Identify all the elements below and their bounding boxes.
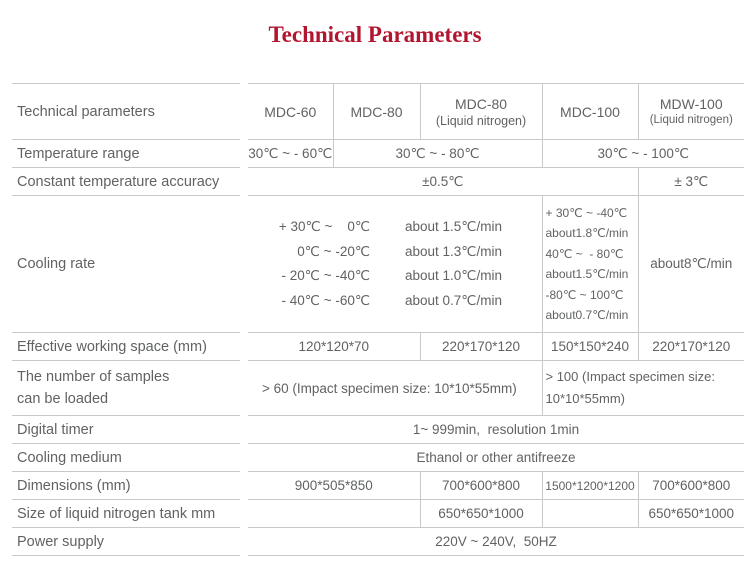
header-label-cell: Technical parameters [12, 83, 240, 140]
tank-size-c1 [248, 499, 420, 528]
dimensions-c3: 1500*1200*1200 [541, 471, 638, 500]
row-label: Effective working space (mm) [12, 332, 240, 361]
row-cooling-rate: Cooling rate + 30℃ ~ 0℃ about 1.5℃/min 0… [12, 195, 744, 333]
row-label-line: The number of samples [17, 369, 170, 385]
col-header-mdw100: MDW-100 (Liquid nitrogen) [637, 83, 744, 140]
col-header-name: MDC-80 [350, 103, 403, 120]
row-label: Temperature range [12, 139, 240, 168]
cooling-rate-line: 0℃ ~ -20℃ about 1.3℃/min [248, 240, 542, 265]
row-label: Digital timer [12, 415, 240, 444]
cooling-range: 0℃ ~ -20℃ [297, 243, 370, 259]
dimensions-c2: 700*600*800 [419, 471, 542, 500]
column-gap [240, 500, 248, 528]
temp-range-mdc80: 30℃ ~ - 80℃ [332, 139, 542, 168]
row-samples: The number of samples can be loaded > 60… [12, 360, 744, 416]
cooling-rate-value: about 0.7℃/min [405, 292, 502, 308]
row-label: The number of samples can be loaded [12, 360, 240, 416]
column-gap [240, 444, 248, 472]
cooling-rate-mdc100-line: about0.7℃/min [545, 308, 629, 322]
cooling-rate-mdc100: + 30℃ ~ -40℃ about1.8℃/min 40℃ ~ - 80℃ a… [541, 195, 638, 333]
cooling-rate-line: - 40℃ ~ -60℃ about 0.7℃/min [248, 289, 542, 314]
col-header-mdc80-ln: MDC-80 (Liquid nitrogen) [419, 83, 542, 140]
column-gap [240, 361, 248, 416]
column-gap [240, 472, 248, 500]
col-header-name: MDC-60 [264, 103, 317, 120]
cooling-rate-mdw100: about8℃/min [637, 195, 744, 333]
row-temperature-range: Temperature range 30℃ ~ - 60℃ 30℃ ~ - 80… [12, 139, 744, 168]
temp-range-mdc60: 30℃ ~ - 60℃ [248, 139, 333, 168]
tank-size-c4: 650*650*1000 [637, 499, 744, 528]
cooling-rate-mdc100-line: + 30℃ ~ -40℃ [545, 205, 628, 220]
cooling-rate-line: + 30℃ ~ 0℃ about 1.5℃/min [248, 215, 542, 240]
accuracy-main: ±0.5℃ [248, 167, 638, 196]
column-gap [240, 140, 248, 168]
power-supply-value: 220V ~ 240V, 50HZ [248, 527, 744, 556]
digital-timer-value: 1~ 999min, resolution 1min [248, 415, 744, 444]
cooling-rate-mdc100-line: about1.5℃/min [545, 267, 629, 281]
row-power-supply: Power supply 220V ~ 240V, 50HZ [12, 527, 744, 556]
column-gap [240, 333, 248, 361]
temp-range-mdc100: 30℃ ~ - 100℃ [541, 139, 744, 168]
cooling-range: - 40℃ ~ -60℃ [281, 292, 370, 308]
row-label-line: can be loaded [17, 391, 109, 407]
col-header-subtitle: (Liquid nitrogen) [435, 113, 527, 128]
cooling-rate-mdc100-line: -80℃ ~ 100℃ [545, 287, 624, 302]
column-gap [240, 196, 248, 333]
col-header-name: MDC-80 [454, 95, 508, 112]
working-space-c4: 220*170*120 [637, 332, 744, 361]
working-space-c3: 150*150*240 [541, 332, 638, 361]
cooling-rate-value: about 1.0℃/min [405, 268, 502, 283]
cooling-medium-value: Ethanol or other antifreeze [248, 443, 744, 472]
dimensions-c1: 900*505*850 [248, 471, 420, 500]
column-gap [240, 84, 248, 140]
technical-parameters-table: Technical parameters MDC-60 MDC-80 MDC-8… [12, 83, 744, 556]
column-gap [240, 168, 248, 196]
cooling-rate-mdc100-line: 40℃ ~ - 80℃ [545, 246, 624, 261]
samples-right-value: > 100 (Impact specimen size: 10*10*55mm) [541, 360, 744, 416]
tank-size-c2: 650*650*1000 [419, 499, 542, 528]
col-header-mdc80: MDC-80 [332, 83, 420, 140]
row-label: Size of liquid nitrogen tank mm [12, 499, 240, 528]
page-title: Technical Parameters [268, 22, 482, 47]
cooling-rate-value: about 1.5℃/min [405, 219, 502, 234]
row-tank-size: Size of liquid nitrogen tank mm 650*650*… [12, 499, 744, 528]
cooling-range: - 20℃ ~ -40℃ [281, 268, 370, 283]
row-cooling-medium: Cooling medium Ethanol or other antifree… [12, 443, 744, 472]
working-space-c1: 120*120*70 [248, 332, 420, 361]
col-header-mdc100: MDC-100 [541, 83, 638, 140]
cooling-rate-main: + 30℃ ~ 0℃ about 1.5℃/min 0℃ ~ -20℃ abou… [248, 195, 542, 333]
tank-size-c3 [541, 499, 638, 528]
col-header-name: MDW-100 [659, 96, 723, 112]
col-header-mdc60: MDC-60 [248, 83, 333, 140]
row-label: Dimensions (mm) [12, 471, 240, 500]
cooling-rate-line: - 20℃ ~ -40℃ about 1.0℃/min [248, 264, 542, 289]
column-gap [240, 528, 248, 556]
row-dimensions: Dimensions (mm) 900*505*850 700*600*800 … [12, 471, 744, 500]
row-label: Constant temperature accuracy [12, 167, 240, 196]
header-row: Technical parameters MDC-60 MDC-80 MDC-8… [12, 83, 744, 140]
row-label: Power supply [12, 527, 240, 556]
row-working-space: Effective working space (mm) 120*120*70 … [12, 332, 744, 361]
row-digital-timer: Digital timer 1~ 999min, resolution 1min [12, 415, 744, 444]
samples-left-value: > 60 (Impact specimen size: 10*10*55mm) [248, 360, 542, 416]
cooling-rate-mdc100-line: about1.8℃/min [545, 226, 629, 240]
cooling-rate-value: about 1.3℃/min [405, 243, 502, 259]
col-header-subtitle: (Liquid nitrogen) [649, 114, 733, 126]
row-label: Cooling medium [12, 443, 240, 472]
row-accuracy: Constant temperature accuracy ±0.5℃ ± 3℃ [12, 167, 744, 196]
column-gap [240, 416, 248, 444]
row-label: Cooling rate [12, 195, 240, 333]
cooling-range: + 30℃ ~ 0℃ [278, 219, 370, 234]
col-header-name: MDC-100 [560, 103, 620, 120]
working-space-c2: 220*170*120 [419, 332, 542, 361]
dimensions-c4: 700*600*800 [637, 471, 744, 500]
accuracy-mdw100: ± 3℃ [637, 167, 744, 196]
